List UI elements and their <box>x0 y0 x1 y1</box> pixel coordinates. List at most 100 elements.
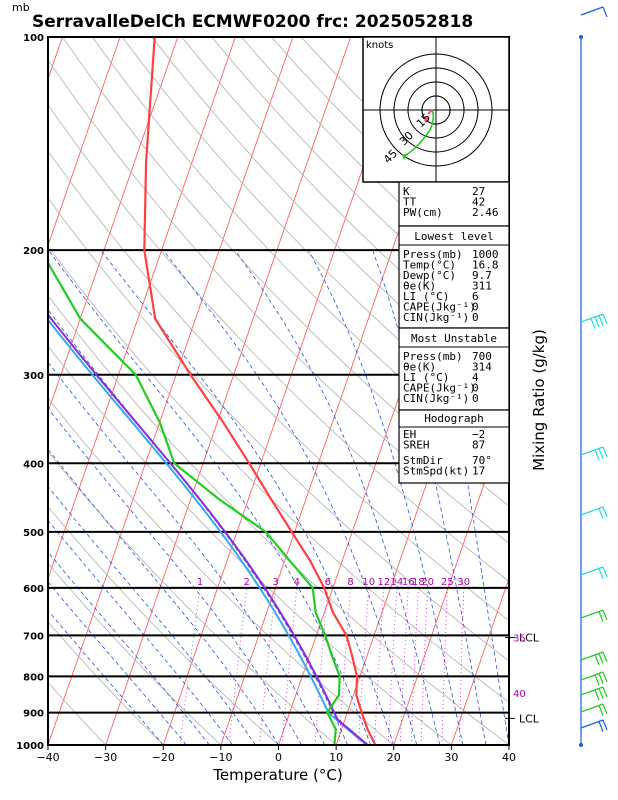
wind-barb-shaft <box>580 719 604 729</box>
moist-adiabat <box>424 250 509 745</box>
wind-barb-shaft <box>580 446 604 456</box>
wind-barb-flag <box>602 686 608 698</box>
wind-barb-shaft <box>580 671 604 681</box>
temp-tick-label: 10 <box>329 751 343 764</box>
pressure-tick-label: 500 <box>23 528 44 539</box>
most-unstable-value: 314 <box>472 361 492 374</box>
isotherm <box>393 410 509 745</box>
wind-barb <box>580 609 608 622</box>
isotherm <box>450 577 509 745</box>
lowest-level-value: 0 <box>472 301 479 314</box>
hodograph-stat-value: 70° <box>472 454 492 467</box>
most-unstable-value: 700 <box>472 350 492 363</box>
most-unstable-value: 0 <box>472 392 479 405</box>
most-unstable-label: θe(K) <box>403 361 436 374</box>
wind-barb-flag <box>598 673 604 684</box>
wind-barb-flag <box>598 688 604 699</box>
moist-adiabat <box>48 448 279 745</box>
index-label: PW(cm) <box>403 206 443 219</box>
dry-adiabat <box>48 681 106 745</box>
wind-barb <box>580 651 608 666</box>
parcel-curve-surface <box>48 318 368 745</box>
hodograph-storm-marker <box>402 153 408 160</box>
temp-tick-label: 30 <box>444 751 458 764</box>
isotherm <box>48 37 179 414</box>
most-unstable-label: Press(mb) <box>403 350 463 363</box>
isotherm <box>105 37 352 745</box>
hodograph-stats-box <box>398 409 510 484</box>
isotherm <box>48 37 294 745</box>
mixing-ratio-label: 30 <box>457 577 470 588</box>
lcl-label: LCL <box>519 632 540 645</box>
dry-adiabat <box>48 397 395 745</box>
pressure-tick-label: 800 <box>23 672 44 683</box>
dry-adiabat <box>48 621 164 745</box>
moist-adiabat <box>307 249 464 745</box>
mixing-ratio-label: 6 <box>325 577 331 588</box>
temp-tick-label: 0 <box>275 751 282 764</box>
mixing-ratio-label: 25 <box>441 577 454 588</box>
wind-barb-shaft <box>580 566 604 576</box>
wind-barb <box>580 719 608 732</box>
wind-profile <box>579 6 608 747</box>
lowest-level-label: θe(K) <box>403 280 436 293</box>
temp-tick-label: 40 <box>502 751 516 764</box>
wind-staff-dot <box>579 35 583 39</box>
index-value: 2.46 <box>472 206 499 219</box>
wind-barb-flag <box>594 316 600 328</box>
wind-barb-flag <box>602 609 608 621</box>
moist-adiabat <box>100 249 395 745</box>
hodograph-unit-label: knots <box>366 40 393 51</box>
moist-adiabat <box>162 249 418 745</box>
dry-adiabat <box>48 451 337 745</box>
hodograph-stat-label: SREH <box>403 439 430 452</box>
dry-adiabat <box>62 37 509 507</box>
moist-adiabat <box>48 609 164 745</box>
wind-barb-flag <box>590 318 596 329</box>
mixing-ratio-label: 14 <box>390 577 403 588</box>
mixing-ratio-label: 20 <box>421 577 434 588</box>
temp-tick-label: −40 <box>36 751 59 764</box>
hodograph-trace-high <box>427 109 433 115</box>
hodograph-stat-label: StmSpd(kt) <box>403 465 469 478</box>
chart-title: SerravalleDelCh ECMWF0200 frc: 202505281… <box>32 12 473 32</box>
mixing-ratio-line <box>281 587 298 745</box>
index-value: 27 <box>472 185 485 198</box>
most-unstable-label: CIN(Jkg⁻¹) <box>403 392 469 405</box>
hodograph-stat-label: EH <box>403 428 416 441</box>
wind-barb-shaft <box>580 313 604 323</box>
temp-tick-label: −20 <box>152 751 175 764</box>
lowest-level-label: LI (°C) <box>403 290 449 303</box>
isotherm <box>0 37 5 745</box>
mixing-ratio-label: 10 <box>362 577 375 588</box>
wind-staff-dot <box>579 743 583 747</box>
mixing-ratio-label: 16 <box>402 577 415 588</box>
hodograph-stat-value: −2 <box>472 428 485 441</box>
mixing-ratio-label: 1 <box>197 577 203 588</box>
pressure-tick-label: 900 <box>23 709 44 720</box>
mixing-ratio-line <box>410 587 419 745</box>
mixing-ratio-label: 18 <box>412 577 425 588</box>
wind-barb <box>580 671 608 686</box>
lowest-level-label: CIN(Jkg⁻¹) <box>403 311 469 324</box>
x-axis-label: Temperature (°C) <box>212 766 342 784</box>
lowest-level-value: 0 <box>472 311 479 324</box>
pressure-tick-label: 400 <box>23 459 44 470</box>
lowest-level-header: Lowest level <box>414 230 493 243</box>
wind-barb <box>580 686 608 701</box>
side-number-label: 35 <box>513 634 526 645</box>
lowest-level-value: 6 <box>472 290 479 303</box>
mixing-ratio-label: 3 <box>272 577 278 588</box>
hodograph-stat-value: 87 <box>472 439 485 452</box>
wind-barb-flag <box>602 671 608 683</box>
mixing-ratio-axis-label: Mixing Ratio (g/kg) <box>530 329 548 471</box>
wind-barb-flag <box>602 6 608 18</box>
mixing-ratio-label: 2 <box>243 577 249 588</box>
wind-barb-shaft <box>580 506 604 516</box>
wind-barb-flag <box>602 313 608 325</box>
dry-adiabat <box>48 506 279 745</box>
lcl-label: LCL <box>519 712 540 725</box>
lowest-level-label: CAPE(Jkg⁻¹) <box>403 301 476 314</box>
